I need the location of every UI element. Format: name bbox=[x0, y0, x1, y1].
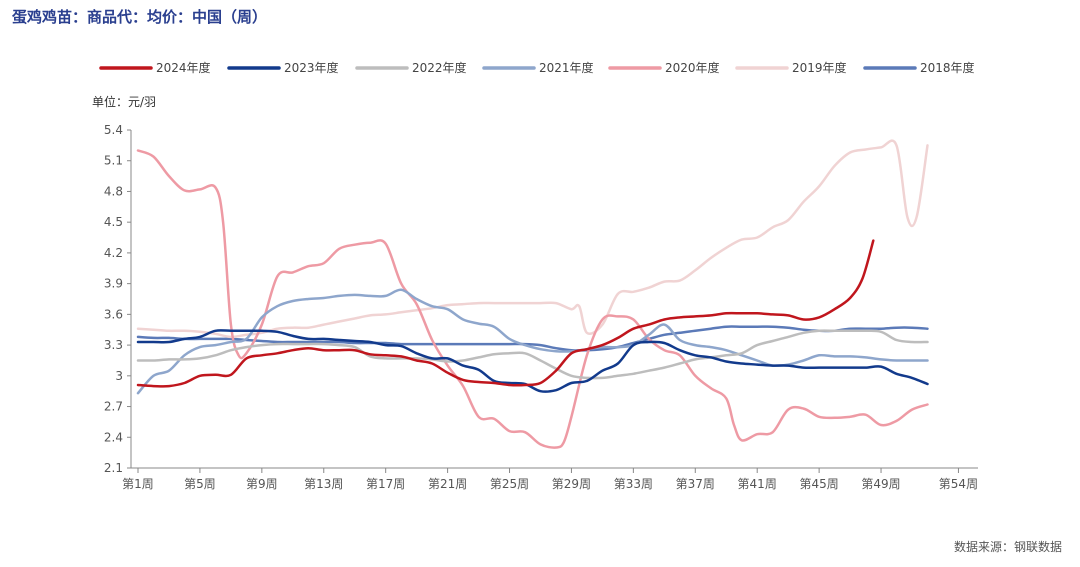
series-line-2023年度 bbox=[136, 329, 929, 393]
y-tick-label: 4.5 bbox=[104, 215, 123, 229]
x-tick-label: 第49周 bbox=[861, 477, 900, 491]
x-tick-label: 第41周 bbox=[738, 477, 777, 491]
y-tick-label: 5.1 bbox=[104, 154, 123, 168]
x-tick-label: 第45周 bbox=[799, 477, 838, 491]
series-layer bbox=[136, 139, 929, 449]
legend-label: 2021年度 bbox=[539, 60, 594, 75]
y-tick-label: 3.3 bbox=[104, 338, 123, 352]
data-source-note: 数据来源：钢联数据 bbox=[953, 540, 1062, 554]
legend-label: 2019年度 bbox=[792, 60, 847, 75]
legend-label: 2023年度 bbox=[284, 60, 339, 75]
y-tick-label: 4.8 bbox=[104, 184, 123, 198]
x-tick-label: 第54周 bbox=[939, 477, 978, 491]
series-line-2019年度 bbox=[136, 139, 929, 339]
y-tick-label: 3 bbox=[115, 369, 123, 383]
unit-label: 单位：元/羽 bbox=[92, 94, 156, 109]
chart-title: 蛋鸡鸡苗：商品代：均价：中国（周） bbox=[12, 8, 268, 26]
legend-label: 2024年度 bbox=[156, 60, 211, 75]
y-tick-label: 4.2 bbox=[104, 246, 123, 260]
series-line-2021年度 bbox=[136, 288, 929, 395]
x-tick-label: 第13周 bbox=[304, 477, 343, 491]
x-axis: 第1周 第5周 第9周 第13周 第17周 第21周 第25周 第29周 第33周 第37周 第41… bbox=[122, 467, 978, 491]
series-line-2020年度 bbox=[136, 149, 929, 449]
legend-label: 2018年度 bbox=[920, 60, 975, 75]
x-tick-label: 第17周 bbox=[366, 477, 405, 491]
x-tick-label: 第37周 bbox=[676, 477, 715, 491]
x-tick-label: 第5周 bbox=[184, 477, 216, 491]
y-tick-label: 3.6 bbox=[104, 307, 123, 321]
y-tick-label: 2.1 bbox=[104, 461, 123, 475]
y-tick-label: 2.4 bbox=[104, 430, 123, 444]
x-tick-label: 第21周 bbox=[428, 477, 467, 491]
y-tick-label: 2.7 bbox=[104, 400, 123, 414]
y-tick-label: 5.4 bbox=[104, 123, 123, 137]
x-tick-label: 第33周 bbox=[614, 477, 653, 491]
series-line-2022年度 bbox=[136, 329, 929, 380]
y-tick-label: 3.9 bbox=[104, 277, 123, 291]
y-axis: 2.1 2.4 2.7 3 3.3 3.6 3.9 4.2 4.5 4.8 5.1 5.4 bbox=[104, 123, 132, 475]
legend-label: 2022年度 bbox=[412, 60, 467, 75]
legend-label: 2020年度 bbox=[665, 60, 720, 75]
x-tick-label: 第25周 bbox=[490, 477, 529, 491]
legend: 2024年度 2023年度 2022年度 2021年度 2020年度 2019年度 2018… bbox=[99, 60, 975, 75]
x-tick-label: 第9周 bbox=[246, 477, 278, 491]
x-tick-label: 第29周 bbox=[552, 477, 591, 491]
series-line-2018年度 bbox=[136, 325, 929, 352]
series-line-2024年度 bbox=[136, 239, 875, 388]
x-tick-label: 第1周 bbox=[122, 477, 154, 491]
